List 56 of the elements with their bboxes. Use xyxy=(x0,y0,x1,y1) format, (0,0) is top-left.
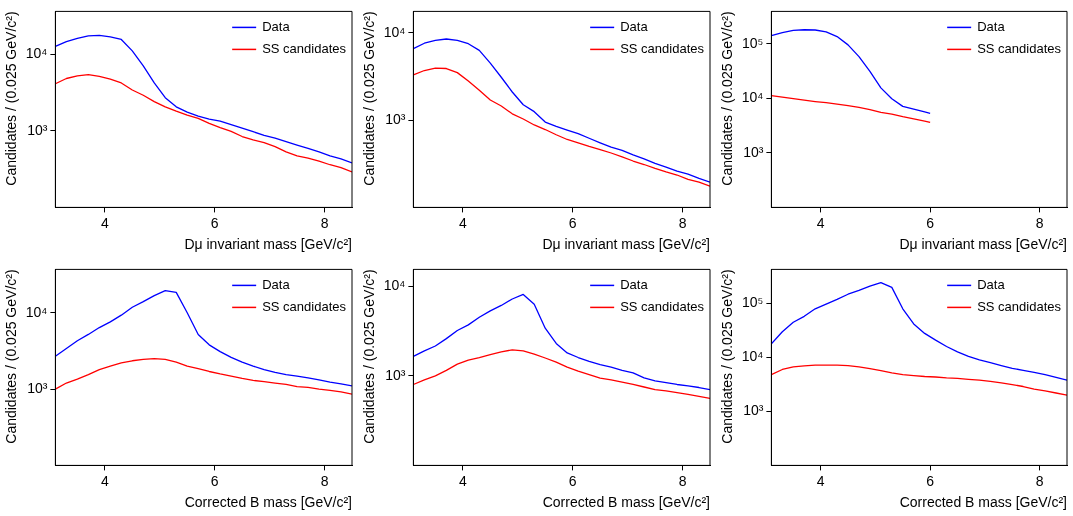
y-tick-label: 10⁵ xyxy=(742,34,764,51)
legend-label: Data xyxy=(262,18,291,34)
legend-label: Data xyxy=(620,276,649,292)
y-tick-label: 10⁴ xyxy=(383,23,406,40)
x-tick-label: 8 xyxy=(1035,214,1044,231)
x-axis-title: Dμ invariant mass [GeV/c²] xyxy=(184,236,352,253)
x-tick-label: 8 xyxy=(678,214,687,231)
legend-label: SS candidates xyxy=(977,298,1062,314)
x-tick-label: 6 xyxy=(210,472,219,489)
y-tick-label: 10⁴ xyxy=(741,348,764,365)
x-tick-label: 4 xyxy=(458,214,467,231)
x-tick-label: 4 xyxy=(458,472,467,489)
x-tick-label: 6 xyxy=(926,214,935,231)
x-tick-label: 6 xyxy=(568,214,577,231)
x-axis-title: Dμ invariant mass [GeV/c²] xyxy=(899,236,1067,253)
y-tick-label: 10⁵ xyxy=(742,294,764,311)
legend-label: Data xyxy=(977,276,1006,292)
y-tick-label: 10³ xyxy=(385,366,406,383)
y-axis-title: Candidates / (0.025 GeV/c²) xyxy=(3,269,20,444)
x-axis-title: Corrected B mass [GeV/c²] xyxy=(542,494,710,511)
x-tick-label: 4 xyxy=(100,214,109,231)
y-axis-title: Candidates / (0.025 GeV/c²) xyxy=(361,269,378,444)
legend-label: SS candidates xyxy=(262,40,347,56)
x-tick-label: 6 xyxy=(210,214,219,231)
x-tick-label: 8 xyxy=(320,472,329,489)
x-tick-label: 4 xyxy=(816,472,825,489)
x-tick-label: 8 xyxy=(678,472,687,489)
legend-label: Data xyxy=(620,18,649,34)
y-axis-title: Candidates / (0.025 GeV/c²) xyxy=(3,11,20,186)
legend-label: SS candidates xyxy=(620,40,705,56)
x-tick-label: 6 xyxy=(926,472,935,489)
legend-label: Data xyxy=(977,18,1006,34)
x-tick-label: 6 xyxy=(568,472,577,489)
legend-label: Data xyxy=(262,276,291,292)
x-axis-title: Corrected B mass [GeV/c²] xyxy=(184,494,352,511)
y-tick-label: 10³ xyxy=(27,121,48,138)
x-axis-title: Dμ invariant mass [GeV/c²] xyxy=(542,236,710,253)
y-axis-title: Candidates / (0.025 GeV/c²) xyxy=(361,11,378,186)
x-axis-title: Corrected B mass [GeV/c²] xyxy=(899,494,1067,511)
legend-label: SS candidates xyxy=(977,40,1062,56)
y-tick-label: 10⁴ xyxy=(383,277,406,294)
y-tick-label: 10⁴ xyxy=(25,303,48,320)
y-tick-label: 10³ xyxy=(743,143,764,160)
y-axis-title: Candidates / (0.025 GeV/c²) xyxy=(719,11,736,186)
x-tick-label: 8 xyxy=(1035,472,1044,489)
y-tick-label: 10³ xyxy=(27,379,48,396)
y-tick-label: 10³ xyxy=(743,402,764,419)
x-tick-label: 8 xyxy=(320,214,329,231)
y-tick-label: 10⁴ xyxy=(741,89,764,106)
y-tick-label: 10³ xyxy=(385,110,406,127)
x-tick-label: 4 xyxy=(816,214,825,231)
legend-label: SS candidates xyxy=(620,298,705,314)
y-axis-title: Candidates / (0.025 GeV/c²) xyxy=(719,269,736,444)
x-tick-label: 4 xyxy=(100,472,109,489)
legend-label: SS candidates xyxy=(262,298,347,314)
y-tick-label: 10⁴ xyxy=(25,44,48,61)
